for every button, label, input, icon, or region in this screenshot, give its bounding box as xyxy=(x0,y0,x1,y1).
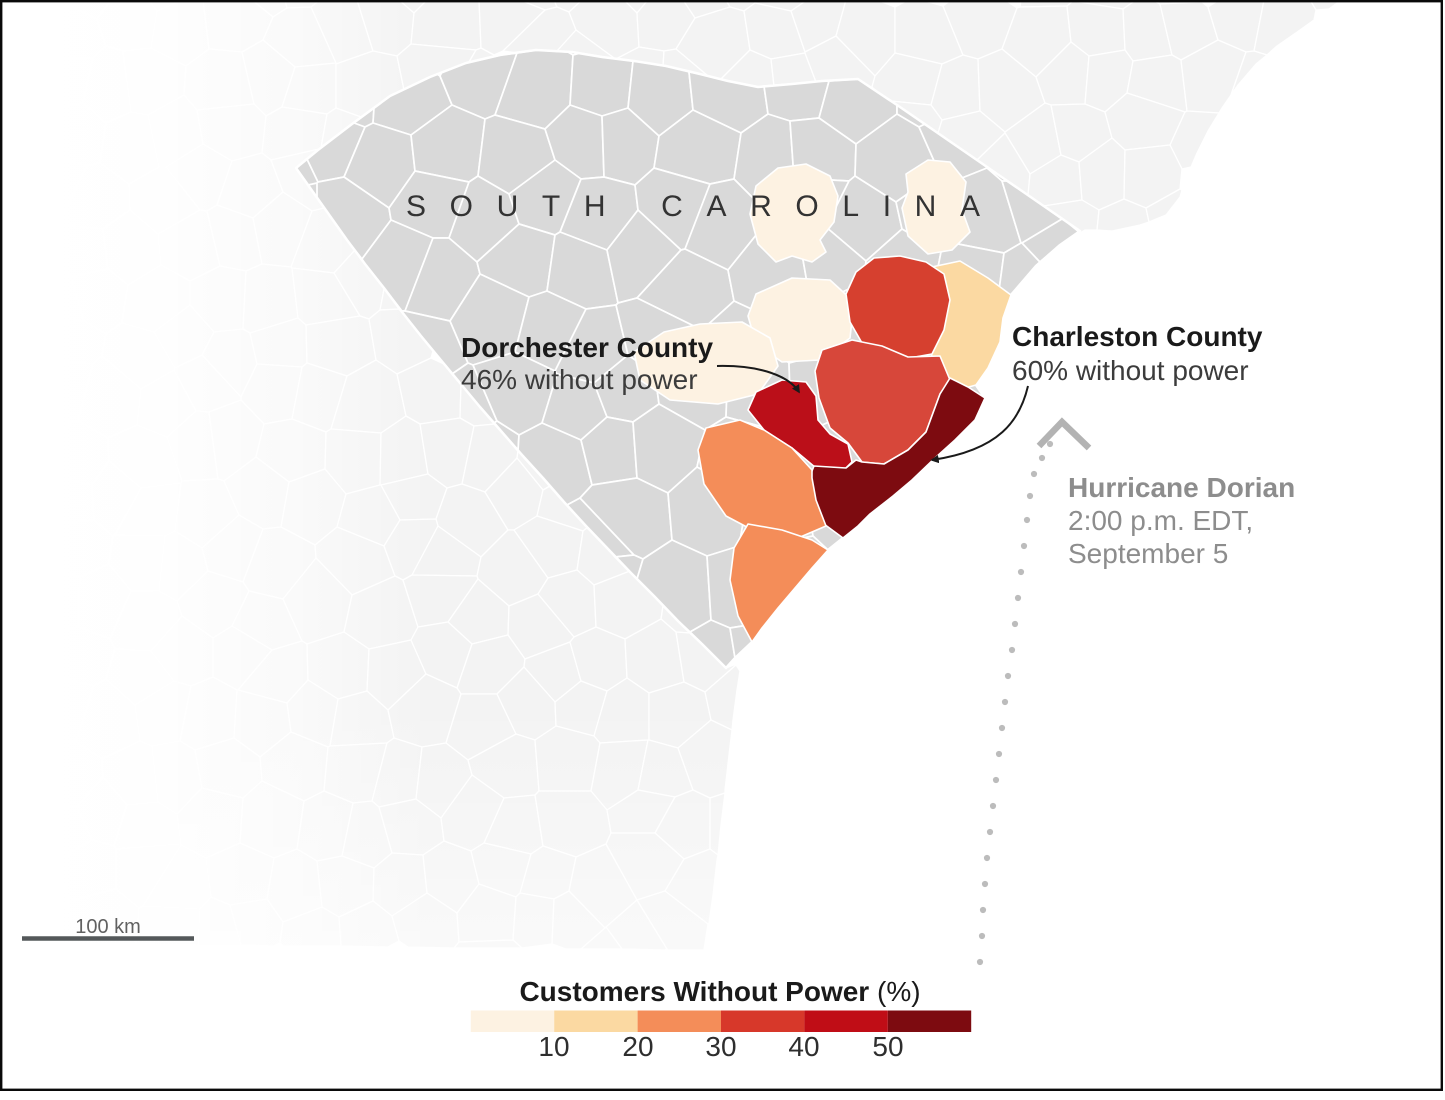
svg-text:50: 50 xyxy=(872,1031,903,1062)
svg-text:Dorchester County: Dorchester County xyxy=(461,332,713,363)
svg-text:2:00 p.m. EDT,: 2:00 p.m. EDT, xyxy=(1068,505,1253,536)
svg-text:September 5: September 5 xyxy=(1068,538,1228,569)
svg-text:60% without power: 60% without power xyxy=(1012,355,1249,386)
svg-text:100 km: 100 km xyxy=(75,916,141,938)
svg-text:40: 40 xyxy=(788,1031,819,1062)
svg-text:10: 10 xyxy=(538,1031,569,1062)
svg-text:46% without power: 46% without power xyxy=(461,364,698,395)
svg-text:Hurricane Dorian: Hurricane Dorian xyxy=(1068,472,1295,503)
svg-text:30: 30 xyxy=(705,1031,736,1062)
svg-text:Customers Without Power (%): Customers Without Power (%) xyxy=(519,976,920,1007)
svg-text:20: 20 xyxy=(622,1031,653,1062)
svg-text:Charleston County: Charleston County xyxy=(1012,321,1263,352)
svg-text:SOUTH CAROLINA: SOUTH CAROLINA xyxy=(406,190,1003,223)
